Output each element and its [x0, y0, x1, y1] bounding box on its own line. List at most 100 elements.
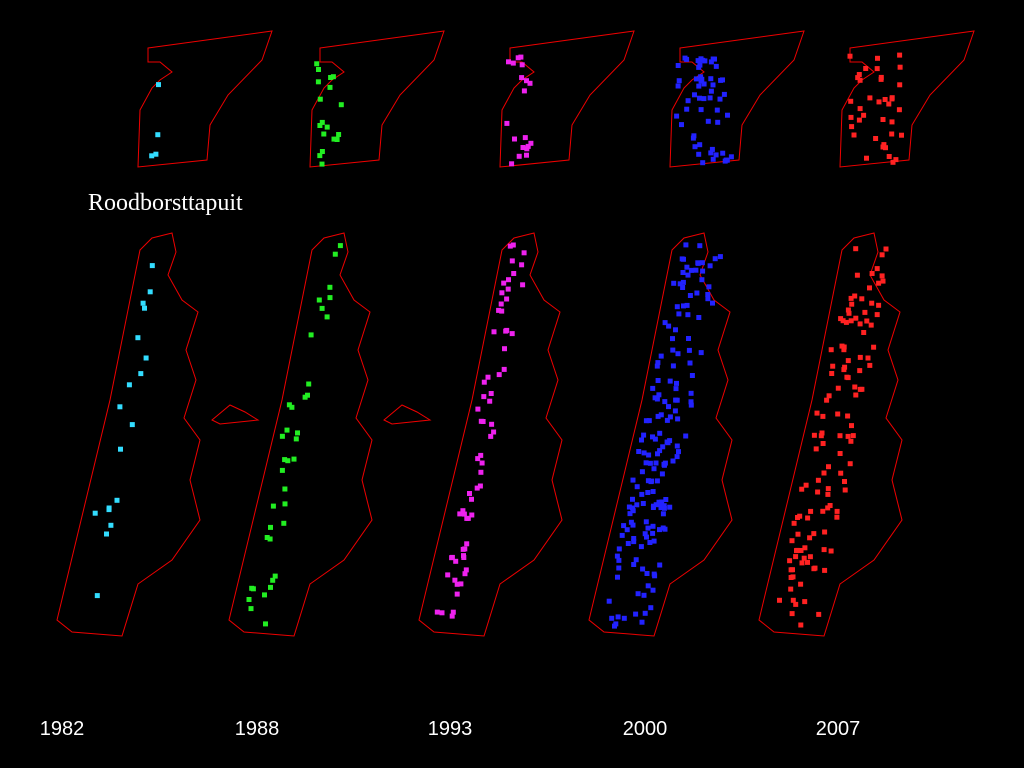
observation-dot: [489, 421, 495, 427]
observation-dot: [658, 353, 664, 359]
observation-dot: [659, 499, 665, 505]
observation-dot: [708, 88, 714, 94]
observation-dot: [509, 161, 515, 167]
observation-dot: [153, 151, 159, 157]
observation-dot: [660, 444, 666, 450]
observation-dot: [710, 56, 716, 62]
observation-dot: [642, 531, 648, 537]
observation-dot: [874, 66, 880, 72]
observation-dot: [630, 505, 635, 511]
observation-dot: [848, 318, 854, 324]
observation-dot: [527, 80, 533, 86]
observation-dot: [856, 72, 862, 77]
observation-dot: [793, 601, 799, 607]
observation-dot: [850, 433, 856, 439]
observation-dot: [512, 136, 517, 142]
observation-dot: [507, 243, 513, 249]
observation-dot: [458, 581, 464, 587]
observation-dot: [845, 375, 851, 381]
observation-dot: [693, 76, 699, 82]
observation-dot: [528, 140, 534, 146]
observation-dot: [135, 335, 141, 341]
observation-dot: [631, 562, 637, 567]
observation-dot: [286, 402, 292, 408]
observation-dot: [835, 411, 841, 417]
observation-dot: [674, 380, 679, 386]
observation-dot: [728, 154, 734, 160]
observation-dot: [640, 501, 646, 506]
observation-dot: [699, 277, 705, 283]
observation-dot: [683, 242, 689, 248]
observation-dot: [720, 150, 726, 156]
observation-dot: [246, 597, 252, 602]
observation-dot: [293, 436, 299, 442]
year-label: 2007: [816, 718, 861, 740]
observation-dot: [707, 95, 713, 101]
observation-dot: [897, 82, 903, 88]
observation-dot: [865, 355, 871, 361]
observation-dot: [487, 398, 493, 404]
observation-dot: [279, 467, 285, 473]
observation-dot: [674, 454, 680, 460]
observation-dot: [491, 329, 497, 335]
observation-dot: [518, 54, 524, 60]
observation-dot: [262, 592, 267, 598]
observation-dot: [463, 567, 469, 573]
observation-dot: [449, 555, 455, 561]
observation-dot: [643, 519, 649, 525]
observation-dot: [670, 336, 675, 342]
observation-dot: [147, 289, 153, 295]
observation-dot: [847, 53, 853, 59]
observation-dot: [698, 350, 704, 356]
observation-dot: [688, 402, 694, 408]
observation-dot: [822, 529, 828, 535]
observation-dot: [793, 554, 799, 560]
observation-dot: [655, 360, 661, 366]
observation-dot: [504, 120, 510, 126]
observation-dot: [687, 293, 693, 298]
observation-dot: [268, 584, 273, 590]
observation-dot: [510, 242, 516, 248]
observation-dot: [461, 511, 467, 517]
observation-dot: [450, 609, 456, 615]
observation-dot: [696, 83, 702, 89]
observation-dot: [692, 92, 697, 98]
observation-dot: [845, 307, 851, 313]
observation-dot: [639, 469, 645, 475]
observation-dot: [661, 505, 667, 511]
observation-dot: [504, 327, 510, 333]
observation-dot: [842, 487, 848, 493]
observation-dot: [699, 76, 705, 82]
observation-dot: [634, 484, 640, 490]
observation-dot: [641, 432, 647, 438]
area-outline-south: [56, 232, 201, 637]
observation-dot: [875, 55, 880, 61]
observation-dot: [857, 354, 863, 360]
observation-dot: [478, 469, 484, 475]
observation-dot: [807, 535, 813, 541]
observation-dot: [614, 553, 620, 559]
observation-dot: [688, 399, 694, 405]
observation-dot: [616, 546, 622, 552]
observation-dot: [285, 458, 291, 464]
observation-dot: [717, 254, 723, 260]
observation-dot: [684, 302, 690, 308]
observation-dot: [516, 153, 522, 159]
observation-dot: [647, 540, 653, 545]
observation-dot: [708, 76, 714, 82]
observation-dot: [324, 314, 330, 320]
map-panel: [56, 30, 273, 637]
observation-dot: [106, 507, 112, 513]
map-panel: [758, 30, 975, 637]
observation-dot: [848, 295, 854, 301]
observation-dot: [834, 508, 840, 514]
observation-dot: [498, 301, 504, 307]
observation-dot: [707, 263, 713, 269]
observation-dot: [651, 538, 657, 544]
observation-dot: [789, 538, 795, 544]
observation-dot: [640, 566, 646, 572]
observation-dot: [876, 99, 882, 105]
observation-dot: [138, 371, 144, 377]
observation-dot: [654, 478, 660, 484]
